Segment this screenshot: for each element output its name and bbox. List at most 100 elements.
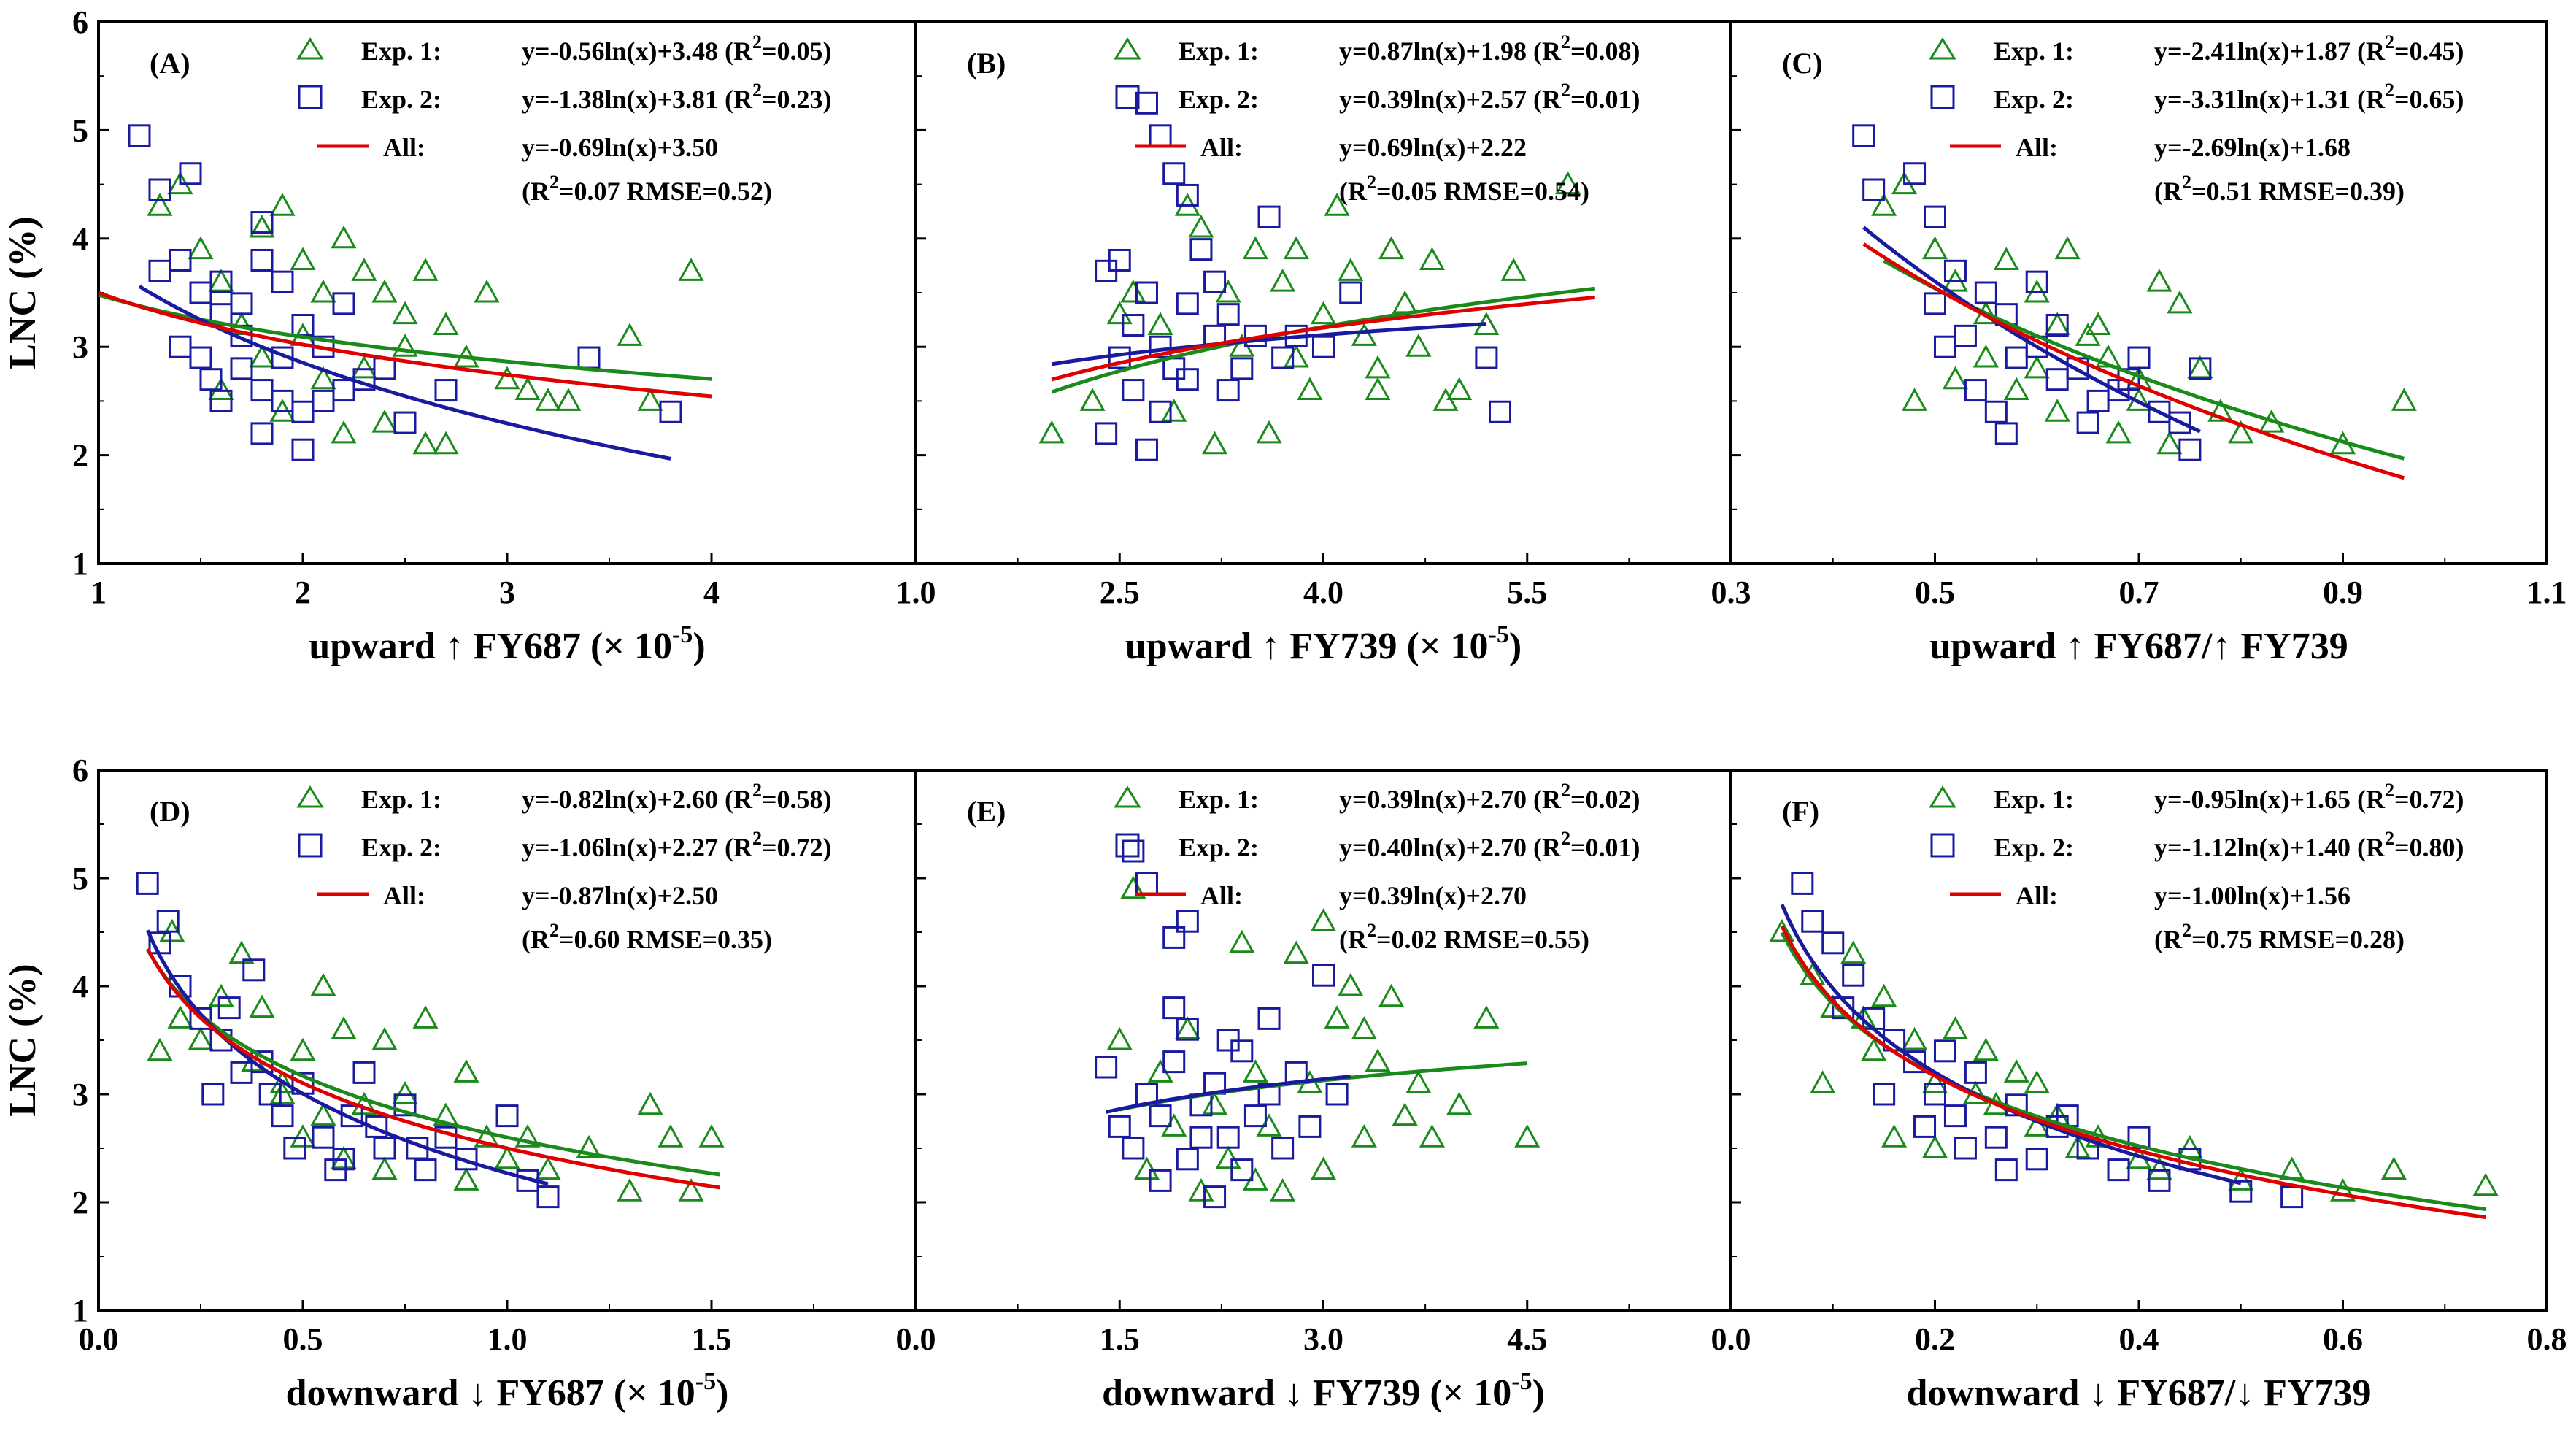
data-point-exp1 — [433, 312, 459, 336]
legend-stats-rest: =0.05 RMSE=0.54) — [1376, 177, 1589, 206]
x-tick-label: 3 — [499, 574, 515, 610]
legend-equation-main: y=-0.56ln(x)+3.48 (R — [522, 36, 753, 66]
x-tick-label: 0.4 — [2119, 1321, 2159, 1357]
legend-equation-sup: 2 — [1561, 31, 1570, 53]
legend-label: Exp. 1: — [1179, 785, 1259, 814]
legend-marker-triangle — [1114, 785, 1141, 808]
data-point-exp1 — [188, 1026, 214, 1050]
legend-equation-stats: (R2=0.75 RMSE=0.28) — [2154, 920, 2405, 954]
data-point-exp1 — [167, 1005, 193, 1029]
legend-equation: y=-0.82ln(x)+2.60 (R2=0.58) — [522, 780, 832, 814]
x-tick-label: 0.7 — [2119, 574, 2159, 610]
legend-marker-triangle — [1929, 785, 1956, 808]
legend-equation: y=0.39ln(x)+2.70 — [1339, 881, 1527, 910]
data-point-exp2 — [136, 872, 159, 895]
legend-marker-square — [298, 833, 323, 858]
data-point-exp1 — [1242, 1059, 1268, 1083]
data-point-exp1 — [1392, 1102, 1418, 1126]
data-point-exp2 — [365, 1115, 388, 1138]
y-tick-label: 5 — [72, 861, 88, 896]
x-tick-label: 0.0 — [896, 1321, 936, 1357]
legend-equation: y=-1.06ln(x)+2.27 (R2=0.72) — [522, 828, 832, 862]
y-axis-label: LNC (%) — [2, 964, 44, 1116]
x-axis-label: downward ↓ FY739 (× 10-5) — [1102, 1368, 1545, 1414]
data-point-exp2 — [1149, 1169, 1172, 1192]
legend-label: Exp. 1: — [361, 785, 441, 814]
data-point-exp2 — [1312, 964, 1335, 987]
legend-equation: y=-0.95ln(x)+1.65 (R2=0.72) — [2154, 780, 2464, 814]
data-point-exp1 — [371, 1156, 398, 1180]
data-point-exp2 — [2178, 438, 2202, 461]
data-point-exp2 — [1933, 335, 1956, 358]
data-point-exp1 — [249, 214, 275, 238]
data-point-exp2 — [1339, 281, 1362, 304]
data-point-exp1 — [331, 420, 357, 444]
legend-equation-main: y=-1.12ln(x)+1.40 (R — [2154, 833, 2386, 862]
data-point-exp2 — [1162, 996, 1186, 1020]
x-axis-label-suffix: ) — [693, 626, 705, 667]
panel-c: 0.3 0.5 0.7 0.9 1.1 upward ↑ FY687/↑ FY739 (C)… — [1711, 20, 2567, 667]
data-point-exp2 — [156, 910, 180, 933]
legend-equation-r2: =0.02) — [1570, 785, 1640, 814]
x-tick-label: 0.0 — [1711, 1321, 1751, 1357]
data-point-exp2 — [312, 389, 335, 412]
data-point-exp2 — [1298, 1115, 1322, 1138]
y-axis-label: LNC (%) — [2, 216, 44, 369]
legend-equation-sup: 2 — [2385, 780, 2394, 801]
data-point-exp1 — [1871, 983, 1897, 1007]
x-axis-label-suffix: ) — [1509, 626, 1522, 667]
legend-label: Exp. 2: — [361, 85, 441, 114]
y-tick-label: 4 — [72, 969, 88, 1004]
x-axis-label: downward ↓ FY687/↓ FY739 — [1906, 1372, 2371, 1414]
x-tick-label: 0.5 — [1915, 574, 1955, 610]
data-point-exp2 — [2025, 1148, 2048, 1171]
data-point-exp1 — [1106, 1026, 1133, 1050]
data-point-exp1 — [514, 377, 541, 401]
data-point-exp2 — [2280, 1185, 2304, 1209]
data-point-exp1 — [2146, 1156, 2172, 1180]
data-point-exp2 — [1149, 1104, 1172, 1128]
data-point-exp2 — [230, 1061, 253, 1084]
data-point-exp2 — [1903, 1050, 1927, 1074]
legend-stats-rest: =0.75 RMSE=0.28) — [2191, 925, 2405, 954]
data-point-exp2 — [1964, 1061, 1987, 1084]
fit-line-all — [1051, 296, 1596, 382]
legend-equation-sup: 2 — [752, 31, 762, 53]
data-point-exp1 — [1902, 388, 1928, 411]
data-point-exp2 — [1984, 1126, 2008, 1149]
data-point-exp2 — [250, 379, 274, 402]
data-point-exp2 — [1203, 1185, 1227, 1209]
x-tick-label: 1.0 — [896, 574, 936, 610]
data-point-exp1 — [1902, 1026, 1928, 1050]
x-tick-label: 0.6 — [2323, 1321, 2363, 1357]
data-point-exp1 — [392, 301, 418, 325]
data-point-exp2 — [1162, 926, 1186, 949]
data-point-exp2 — [2229, 1180, 2253, 1203]
data-point-exp1 — [1038, 420, 1065, 444]
data-point-exp1 — [1324, 1005, 1350, 1029]
data-point-exp1 — [208, 983, 234, 1007]
legend-stats-sup: 2 — [1367, 172, 1376, 193]
x-tick-label: 0.3 — [1711, 574, 1751, 610]
data-point-exp2 — [1984, 400, 2008, 423]
legend-equation-r2: =0.58) — [762, 785, 832, 814]
data-point-exp2 — [1873, 1083, 1896, 1106]
data-point-exp2 — [495, 1104, 519, 1128]
legend-equation-sup: 2 — [1561, 80, 1570, 101]
panel-label: (D) — [150, 795, 190, 828]
data-point-exp2 — [1243, 1104, 1267, 1128]
data-point-exp2 — [1203, 270, 1227, 293]
data-point-exp1 — [1405, 334, 1432, 357]
legend-stats-rest: =0.60 RMSE=0.35) — [559, 925, 772, 954]
data-point-exp2 — [1216, 379, 1240, 402]
data-point-exp2 — [1122, 379, 1145, 402]
panel-label: (B) — [967, 47, 1006, 80]
data-point-exp2 — [1230, 1158, 1254, 1182]
legend-stats-main: (R — [522, 925, 550, 954]
x-tick-label: 4.0 — [1303, 574, 1343, 610]
data-point-exp2 — [2107, 1158, 2130, 1182]
legend-equation-main: y=0.69ln(x)+2.22 — [1339, 133, 1527, 162]
data-point-exp2 — [340, 1104, 363, 1128]
y-tick-label: 6 — [72, 4, 88, 40]
legend-equation: y=-0.87ln(x)+2.50 — [522, 881, 718, 910]
